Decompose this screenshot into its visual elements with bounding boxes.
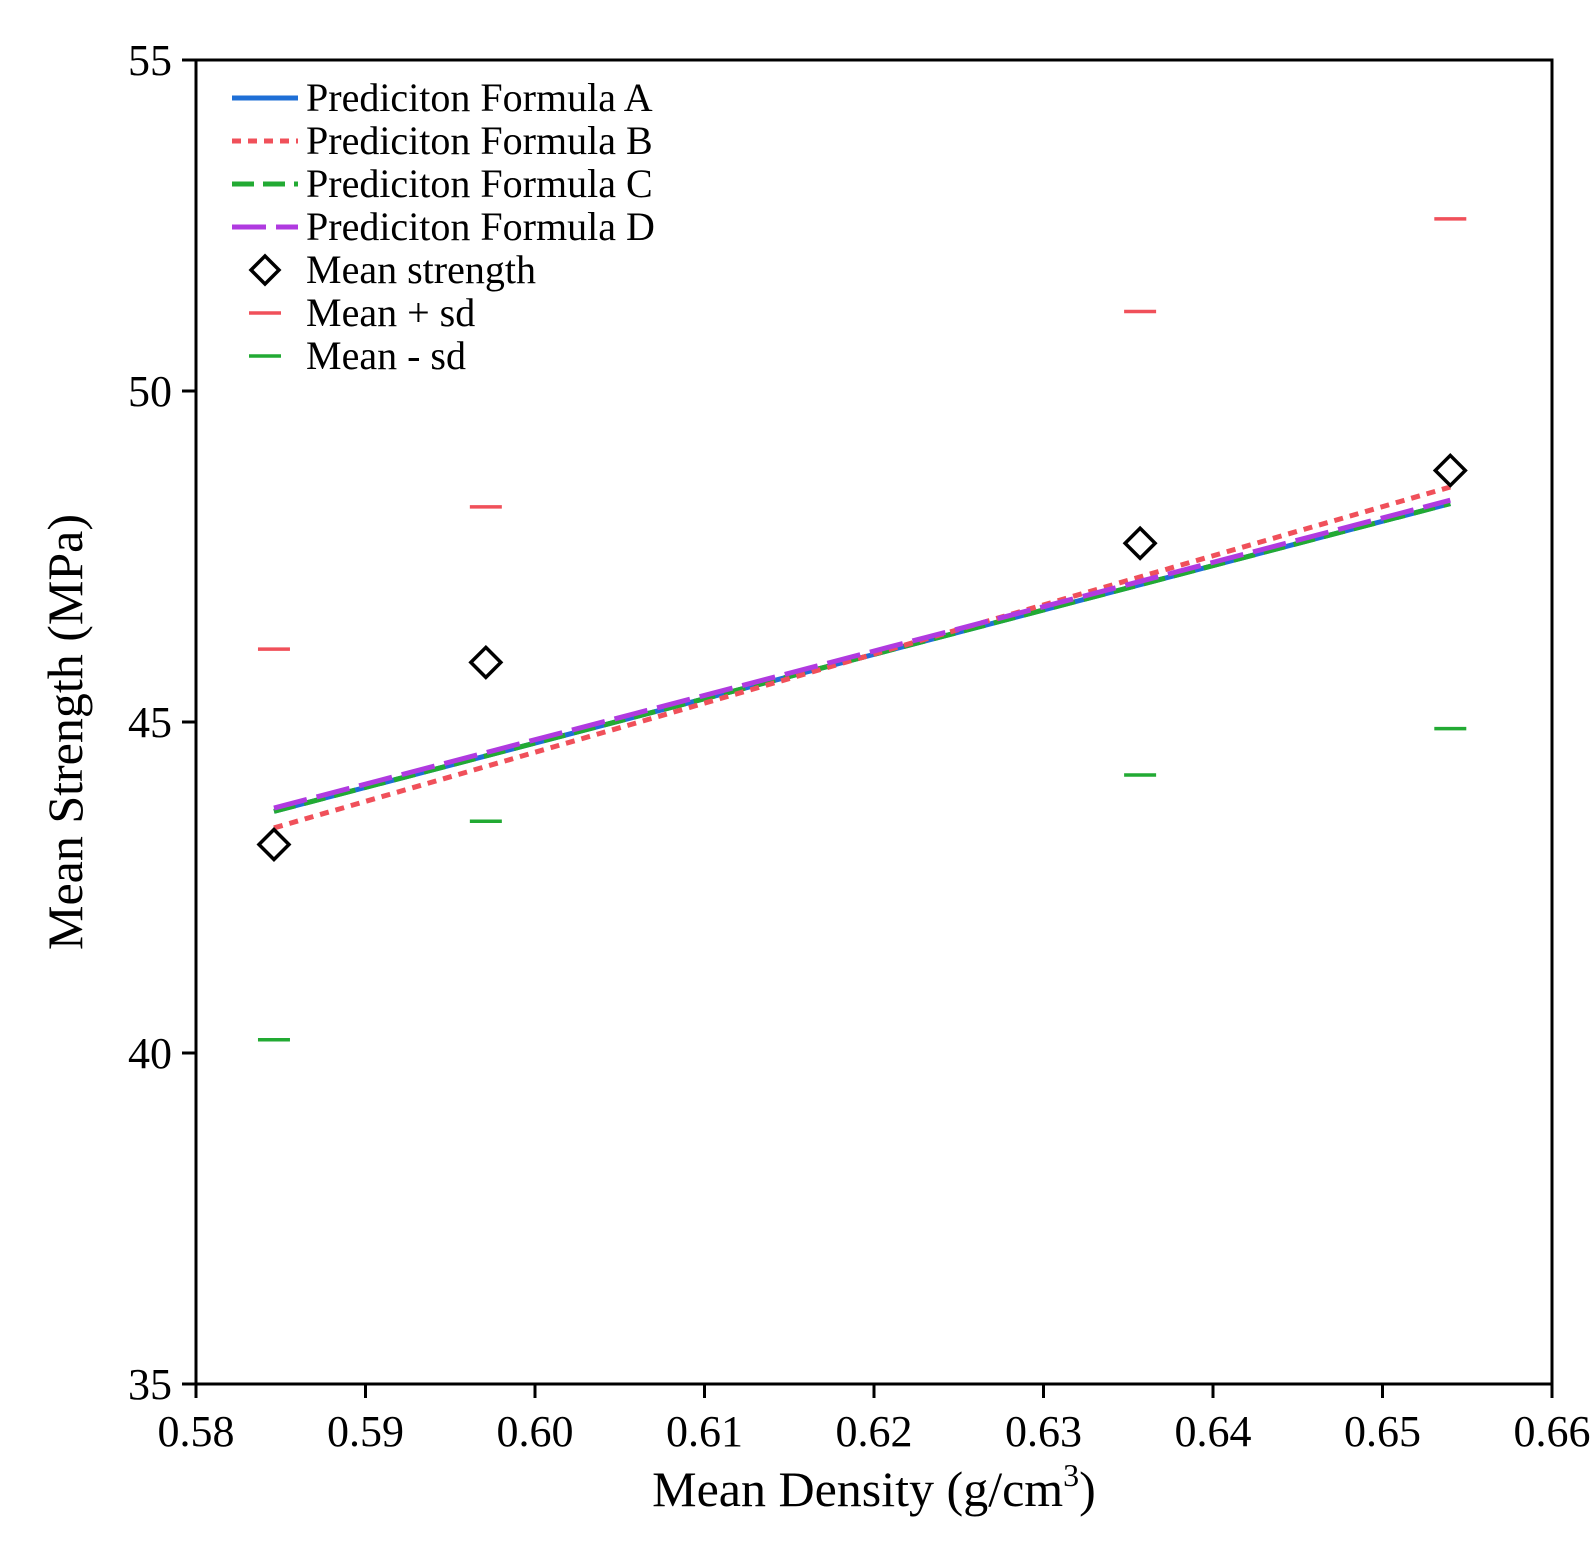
x-axis-label-superscript: 3: [1063, 1457, 1079, 1493]
legend-label: Mean - sd: [306, 333, 466, 378]
x-tick-label: 0.59: [327, 1407, 404, 1456]
mean-strength-point: [468, 644, 504, 680]
x-tick-label: 0.66: [1514, 1407, 1591, 1456]
x-tick-label: 0.64: [1175, 1407, 1252, 1456]
legend-label: Prediciton Formula C: [306, 161, 653, 206]
x-tick-label: 0.63: [1005, 1407, 1082, 1456]
y-tick-label: 45: [128, 698, 172, 747]
y-tick-label: 40: [128, 1029, 172, 1078]
x-tick-label: 0.60: [497, 1407, 574, 1456]
series-line-prediciton-formula-b: [273, 484, 1451, 831]
series-line-prediciton-formula-d: [273, 497, 1451, 811]
y-tick-label: 50: [128, 367, 172, 416]
legend-label: Mean + sd: [306, 290, 475, 335]
mean-strength-point: [256, 826, 292, 862]
mean-strength-point: [1432, 452, 1468, 488]
x-tick-label: 0.61: [666, 1407, 743, 1456]
mean-strength-point: [1122, 525, 1158, 561]
legend-label: Mean strength: [306, 247, 536, 292]
plot-marks: [256, 217, 1468, 1042]
x-axis: 0.58 0.59 0.60 0.61 0.62 0.63 0.64 0.65 0.66: [158, 1384, 1591, 1456]
legend-label: Prediciton Formula B: [306, 118, 653, 163]
y-tick-label: 35: [128, 1360, 172, 1409]
x-axis-label-text: Mean Density (g/cm: [652, 1461, 1063, 1517]
x-tick-label: 0.62: [836, 1407, 913, 1456]
x-tick-label: 0.58: [158, 1407, 235, 1456]
x-axis-label: Mean Density (g/cm3): [652, 1457, 1096, 1517]
y-axis-label: Mean Strength (MPa): [37, 514, 93, 950]
x-axis-label-suffix: ): [1079, 1461, 1096, 1517]
legend-label: Prediciton Formula D: [306, 204, 655, 249]
legend-swatch-mean-strength: [248, 253, 282, 287]
legend-label: Prediciton Formula A: [306, 75, 653, 120]
x-tick-label: 0.65: [1344, 1407, 1421, 1456]
y-tick-label: 55: [128, 36, 172, 85]
y-axis: 35 40 45 50 55: [128, 36, 196, 1409]
